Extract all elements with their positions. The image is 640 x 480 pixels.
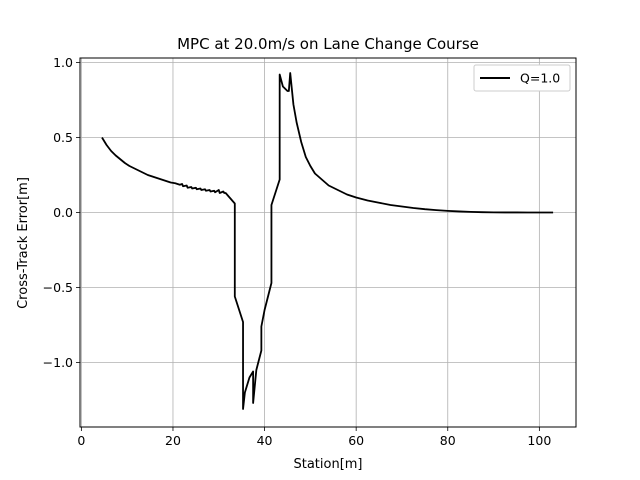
x-tick-label: 20: [165, 433, 181, 448]
series-lines: [101, 72, 554, 410]
y-axis-label: Cross-Track Error[m]: [16, 177, 31, 309]
y-tick-label: 0.5: [53, 130, 73, 145]
axes-frame: [79, 57, 577, 428]
legend-box: [473, 64, 571, 92]
chart-title: MPC at 20.0m/s on Lane Change Course: [177, 35, 479, 53]
legend: Q=1.0: [473, 64, 571, 92]
y-tick-label: 1.0: [53, 55, 73, 70]
x-tick-label: 60: [348, 433, 364, 448]
x-tick-label: 0: [77, 433, 85, 448]
x-tick-label: 100: [527, 433, 551, 448]
x-tick-label: 80: [440, 433, 456, 448]
series-line-q-1-0: [101, 72, 554, 410]
axis-ticks: 0 20 40 60 80 100 −1.0 −0.5 0.0 0.5 1.0: [43, 55, 552, 448]
x-tick-label: 40: [257, 433, 273, 448]
grid: [80, 58, 576, 427]
y-tick-label: 0.0: [53, 205, 73, 220]
x-axis-label: Station[m]: [293, 457, 362, 472]
y-tick-label: −0.5: [43, 280, 73, 295]
y-tick-label: −1.0: [43, 355, 73, 370]
legend-label: Q=1.0: [520, 71, 560, 86]
